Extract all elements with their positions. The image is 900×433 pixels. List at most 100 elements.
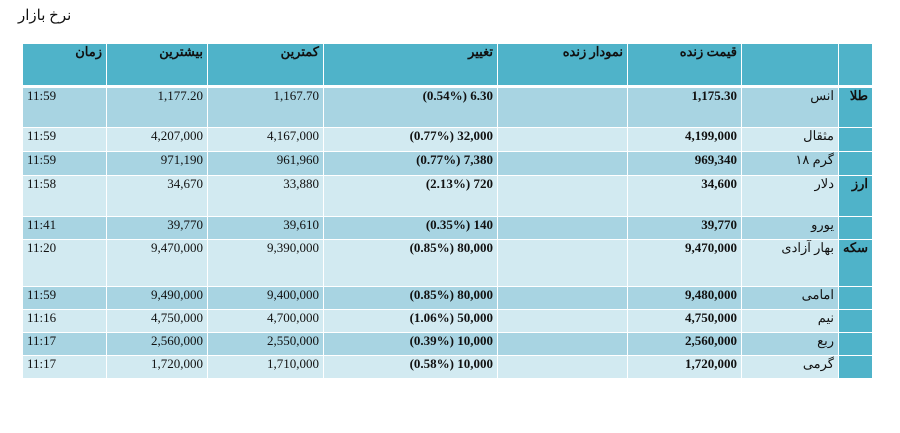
change-cell: (0.77%) 7,380 xyxy=(323,151,498,176)
category-gold: طلا xyxy=(838,86,873,128)
high-cell: 9,470,000 xyxy=(106,239,208,287)
category-cell xyxy=(838,286,873,310)
high-cell: 4,207,000 xyxy=(106,127,208,152)
change-cell: (1.06%) 50,000 xyxy=(323,309,498,333)
instrument-name: مثقال xyxy=(741,127,839,152)
low-cell: 39,610 xyxy=(207,216,324,240)
category-cell xyxy=(838,151,873,176)
market-rates-table: زمان بیشترین کمترین تغییر نمودار زنده قی… xyxy=(22,43,873,379)
price-cell: 39,770 xyxy=(627,216,742,240)
low-cell: 1,710,000 xyxy=(207,355,324,379)
category-currency: ارز xyxy=(838,175,873,217)
price-cell: 969,340 xyxy=(627,151,742,176)
low-cell: 1,167.70 xyxy=(207,86,324,128)
high-cell: 1,720,000 xyxy=(106,355,208,379)
header-low: کمترین xyxy=(207,43,324,87)
change-cell: (0.85%) 80,000 xyxy=(323,286,498,310)
time-cell: 11:59 xyxy=(22,286,107,310)
instrument-name: انس xyxy=(741,86,839,128)
instrument-name: یورو xyxy=(741,216,839,240)
low-cell: 2,550,000 xyxy=(207,332,324,356)
high-cell: 1,177.20 xyxy=(106,86,208,128)
low-cell: 961,960 xyxy=(207,151,324,176)
category-coin: سکه xyxy=(838,239,873,287)
instrument-name: گرمی xyxy=(741,355,839,379)
change-cell: (0.85%) 80,000 xyxy=(323,239,498,287)
change-cell: (0.54%) 6.30 xyxy=(323,86,498,128)
time-cell: 11:16 xyxy=(22,309,107,333)
live-chart-cell xyxy=(497,286,628,310)
header-time: زمان xyxy=(22,43,107,87)
high-cell: 34,670 xyxy=(106,175,208,217)
header-high: بیشترین xyxy=(106,43,208,87)
time-cell: 11:17 xyxy=(22,332,107,356)
price-cell: 4,199,000 xyxy=(627,127,742,152)
instrument-name: نیم xyxy=(741,309,839,333)
header-price: قیمت زنده xyxy=(627,43,742,87)
change-cell: (0.39%) 10,000 xyxy=(323,332,498,356)
high-cell: 971,190 xyxy=(106,151,208,176)
live-chart-cell xyxy=(497,175,628,217)
low-cell: 33,880 xyxy=(207,175,324,217)
high-cell: 9,490,000 xyxy=(106,286,208,310)
price-cell: 4,750,000 xyxy=(627,309,742,333)
table-row: 11:59 971,190 961,960 (0.77%) 7,380 969,… xyxy=(22,151,873,176)
category-cell xyxy=(838,332,873,356)
instrument-name: دلار xyxy=(741,175,839,217)
low-cell: 4,700,000 xyxy=(207,309,324,333)
instrument-name: امامی xyxy=(741,286,839,310)
table-row: 11:59 1,177.20 1,167.70 (0.54%) 6.30 1,1… xyxy=(22,86,873,128)
time-cell: 11:59 xyxy=(22,127,107,152)
header-change: تغییر xyxy=(323,43,498,87)
header-chart: نمودار زنده xyxy=(497,43,628,87)
live-chart-cell xyxy=(497,239,628,287)
instrument-name: بهار آزادی xyxy=(741,239,839,287)
table-row: 11:58 34,670 33,880 (2.13%) 720 34,600 د… xyxy=(22,175,873,217)
live-chart-cell xyxy=(497,309,628,333)
low-cell: 4,167,000 xyxy=(207,127,324,152)
change-cell: (0.35%) 140 xyxy=(323,216,498,240)
time-cell: 11:59 xyxy=(22,86,107,128)
time-cell: 11:20 xyxy=(22,239,107,287)
header-name xyxy=(741,43,839,87)
category-cell xyxy=(838,355,873,379)
price-cell: 9,470,000 xyxy=(627,239,742,287)
header-category xyxy=(838,43,873,87)
high-cell: 39,770 xyxy=(106,216,208,240)
table-row: 11:59 4,207,000 4,167,000 (0.77%) 32,000… xyxy=(22,127,873,152)
live-chart-cell xyxy=(497,355,628,379)
change-cell: (0.77%) 32,000 xyxy=(323,127,498,152)
time-cell: 11:59 xyxy=(22,151,107,176)
time-cell: 11:17 xyxy=(22,355,107,379)
low-cell: 9,400,000 xyxy=(207,286,324,310)
table-header-row: زمان بیشترین کمترین تغییر نمودار زنده قی… xyxy=(22,43,873,87)
live-chart-cell xyxy=(497,332,628,356)
change-cell: (0.58%) 10,000 xyxy=(323,355,498,379)
live-chart-cell xyxy=(497,127,628,152)
price-cell: 2,560,000 xyxy=(627,332,742,356)
category-cell xyxy=(838,127,873,152)
page-title: نرخ بازار xyxy=(18,8,72,24)
table-row: 11:16 4,750,000 4,700,000 (1.06%) 50,000… xyxy=(22,309,873,333)
price-cell: 1,720,000 xyxy=(627,355,742,379)
table-row: 11:41 39,770 39,610 (0.35%) 140 39,770 ی… xyxy=(22,216,873,240)
time-cell: 11:41 xyxy=(22,216,107,240)
category-cell xyxy=(838,216,873,240)
price-cell: 34,600 xyxy=(627,175,742,217)
price-cell: 9,480,000 xyxy=(627,286,742,310)
instrument-name: گرم ۱۸ xyxy=(741,151,839,176)
category-cell xyxy=(838,309,873,333)
live-chart-cell xyxy=(497,216,628,240)
change-cell: (2.13%) 720 xyxy=(323,175,498,217)
time-cell: 11:58 xyxy=(22,175,107,217)
low-cell: 9,390,000 xyxy=(207,239,324,287)
high-cell: 2,560,000 xyxy=(106,332,208,356)
table-row: 11:59 9,490,000 9,400,000 (0.85%) 80,000… xyxy=(22,286,873,310)
table-row: 11:17 1,720,000 1,710,000 (0.58%) 10,000… xyxy=(22,355,873,379)
live-chart-cell xyxy=(497,151,628,176)
instrument-name: ربع xyxy=(741,332,839,356)
high-cell: 4,750,000 xyxy=(106,309,208,333)
price-cell: 1,175.30 xyxy=(627,86,742,128)
table-row: 11:20 9,470,000 9,390,000 (0.85%) 80,000… xyxy=(22,239,873,287)
live-chart-cell xyxy=(497,86,628,128)
